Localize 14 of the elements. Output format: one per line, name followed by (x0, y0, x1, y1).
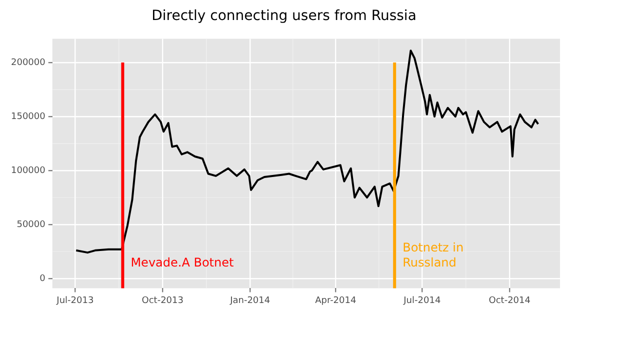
ref-line-label: Mevade.A Botnet (130, 255, 234, 270)
ref-line-label: Botnetz in Russland (402, 240, 464, 270)
y-tick-label: 200000 (10, 58, 46, 68)
x-tick-label: Apr-2014 (315, 296, 356, 306)
y-tick-label: 100000 (10, 166, 46, 176)
x-tick-label: Jan-2014 (229, 296, 270, 306)
y-tick-label: 50000 (16, 220, 46, 230)
y-tick-label: 150000 (10, 112, 46, 122)
x-tick-label: Oct-2013 (142, 296, 184, 306)
x-tick-label: Jul-2013 (56, 296, 94, 306)
y-tick-label: 0 (40, 274, 46, 284)
x-tick-label: Jul-2014 (402, 296, 441, 306)
x-tick-label: Oct-2014 (488, 296, 531, 306)
chart-title: Directly connecting users from Russia (152, 8, 416, 24)
